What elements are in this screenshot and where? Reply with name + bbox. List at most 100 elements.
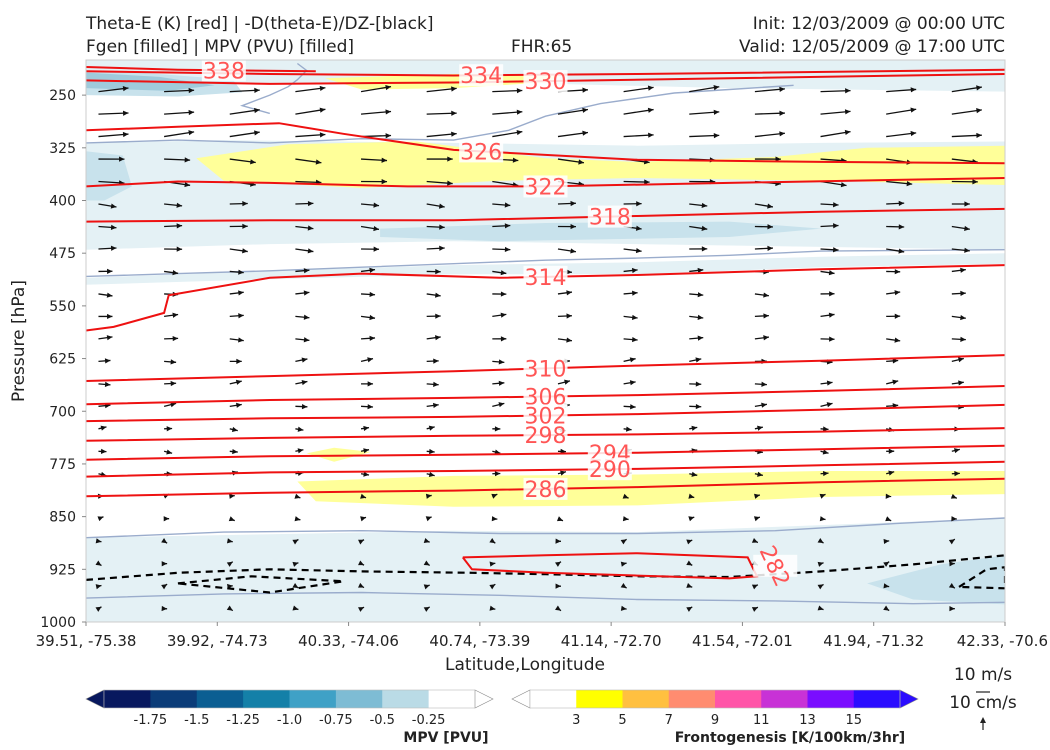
y-tick-label-625: 625 (49, 352, 76, 368)
wind-arrowhead-70 (110, 203, 117, 209)
wind-arrowhead-101 (307, 248, 314, 254)
theta-e-label-bg-4 (523, 175, 568, 198)
mpv-colorbar-swatch-6 (382, 690, 430, 708)
wind-arrowhead-177 (695, 357, 702, 363)
wind-arrowhead-186 (367, 381, 374, 387)
wind-arrowhead-205 (695, 403, 702, 410)
wind-arrowhead-72 (242, 201, 248, 207)
x-tick-label-5: 41.54, -72.01 (692, 632, 793, 650)
wind-arrowhead-228 (363, 448, 370, 454)
fgen-colorbar-frame (529, 689, 901, 709)
wind-arrowhead-26 (910, 107, 917, 113)
theta-e-label-bg-10 (523, 424, 568, 447)
wind-arrowhead-247 (691, 471, 698, 477)
wind-arrowhead-227 (297, 448, 304, 454)
wind-arrowhead-0 (122, 86, 129, 92)
wind-arrowhead-148 (631, 314, 638, 321)
neg-ddz-contour-0 (86, 554, 1005, 581)
theta-e-contour-14 (462, 552, 759, 580)
y-tick-label-550: 550 (49, 299, 76, 315)
wind-arrowhead-325 (292, 605, 299, 611)
wind-arrowhead-225 (166, 449, 173, 455)
wind-arrowhead-277 (819, 516, 826, 522)
title-line-2: Fgen [filled] | MPV (PVU) [filled] (86, 37, 355, 57)
wind-arrowhead-45 (315, 159, 322, 165)
wind-arrowhead-6 (516, 88, 523, 94)
wind-arrowhead-78 (636, 201, 642, 207)
theta-e-label-bg-7 (523, 357, 568, 380)
theta-e-label-bg-5 (587, 205, 632, 228)
wind-arrowhead-131 (434, 292, 441, 298)
wind-arrowhead-93 (701, 225, 708, 231)
wind-arrowhead-60 (381, 178, 388, 185)
wind-arrowhead-162 (632, 336, 638, 343)
wind-arrowhead-116 (369, 267, 376, 273)
theta-e-labels: 338 334 3303263223183143103063022982942902… (201, 59, 798, 591)
wind-arrowhead-326 (358, 607, 365, 612)
forecast-hour: FHR:65 (511, 37, 573, 57)
wind-arrowhead-92 (635, 225, 642, 231)
wind-arrowhead-13 (976, 85, 982, 91)
wind-arrowhead-216 (494, 426, 501, 432)
mpv-colorbar-swatch-1 (150, 690, 198, 708)
wind-arrowhead-40 (910, 130, 917, 137)
wind-arrowhead-8 (647, 85, 654, 91)
theta-e-label-338: 338 (203, 59, 245, 84)
wind-arrowhead-313 (423, 584, 430, 590)
wind-arrowhead-5 (451, 86, 457, 92)
wind-arrowhead-104 (504, 246, 511, 253)
wind-arrowhead-198 (236, 402, 242, 408)
wind-arrowhead-328 (489, 605, 496, 611)
wind-arrowhead-324 (226, 605, 233, 611)
wind-arrowhead-113 (172, 270, 179, 276)
wind-arrowhead-77 (570, 200, 576, 207)
wind-arrowhead-295 (161, 561, 168, 567)
wind-arrowhead-129 (303, 290, 310, 296)
wind-arrowhead-289 (686, 539, 693, 545)
mpv-colorbar-swatch-0 (104, 690, 151, 708)
theta-e-label-bg-12 (587, 458, 632, 481)
wind-arrowhead-15 (188, 109, 195, 116)
theta-e-label-bg-13 (523, 477, 568, 500)
theta-e-contour-12 (86, 460, 1005, 478)
wind-arrowhead-286 (489, 538, 496, 544)
wind-arrowhead-85 (176, 223, 183, 229)
theta-e-label-330: 330 (525, 70, 567, 95)
wind-arrowhead-262 (754, 493, 760, 499)
wind-arrowhead-42 (119, 156, 125, 162)
wind-arrowhead-279 (951, 516, 957, 522)
wind-arrowhead-30 (254, 130, 260, 136)
wind-arrowhead-254 (229, 493, 235, 499)
neg-ddz-contours (86, 554, 1005, 594)
fgen-colorbar-tick-0: 3 (572, 713, 580, 728)
mpv-colorbar-tick-1: -1.5 (184, 713, 209, 728)
x-axis-label: Latitude,Longitude (445, 655, 605, 675)
fgen-colorbar-swatch-2 (622, 690, 670, 708)
wind-arrowhead-190 (629, 380, 636, 386)
wind-arrowhead-2 (254, 87, 260, 93)
wind-arrowhead-120 (631, 267, 638, 274)
wind-arrowhead-316 (620, 582, 627, 589)
theta-e-label-326: 326 (460, 140, 502, 165)
theta-e-label-bg-0 (201, 59, 246, 82)
valid-time: Valid: 12/05/2009 @ 17:00 UTC (739, 37, 1005, 57)
fgen-colorbar-swatch-7 (853, 690, 901, 708)
wind-arrowhead-230 (494, 449, 501, 455)
wind-arrowhead-12 (910, 87, 917, 93)
wind-arrowhead-317 (686, 582, 693, 588)
wind-arrowhead-140 (107, 313, 113, 320)
title-line-1: Theta-E (K) [red] | -D(theta-E)/DZ-[blac… (86, 14, 434, 34)
wind-arrowhead-260 (622, 493, 629, 499)
wind-arrowhead-298 (358, 560, 365, 566)
wind-arrowhead-23 (713, 109, 720, 115)
wind-arrowhead-29 (188, 130, 195, 136)
wind-arrowhead-285 (423, 538, 430, 544)
y-axis: 250 325 400 475 550 625 700 775 850 925 1000 (40, 88, 86, 631)
fgen-colorbar-high-extend (899, 689, 919, 709)
wind-arrowhead-181 (957, 357, 964, 363)
wind-arrowhead-19 (451, 110, 457, 116)
wind-arrowhead-302 (620, 561, 627, 567)
wind-arrowhead-156 (238, 337, 244, 343)
wind-arrowhead-153 (960, 314, 966, 321)
mpv-outline-contours (86, 62, 1005, 605)
